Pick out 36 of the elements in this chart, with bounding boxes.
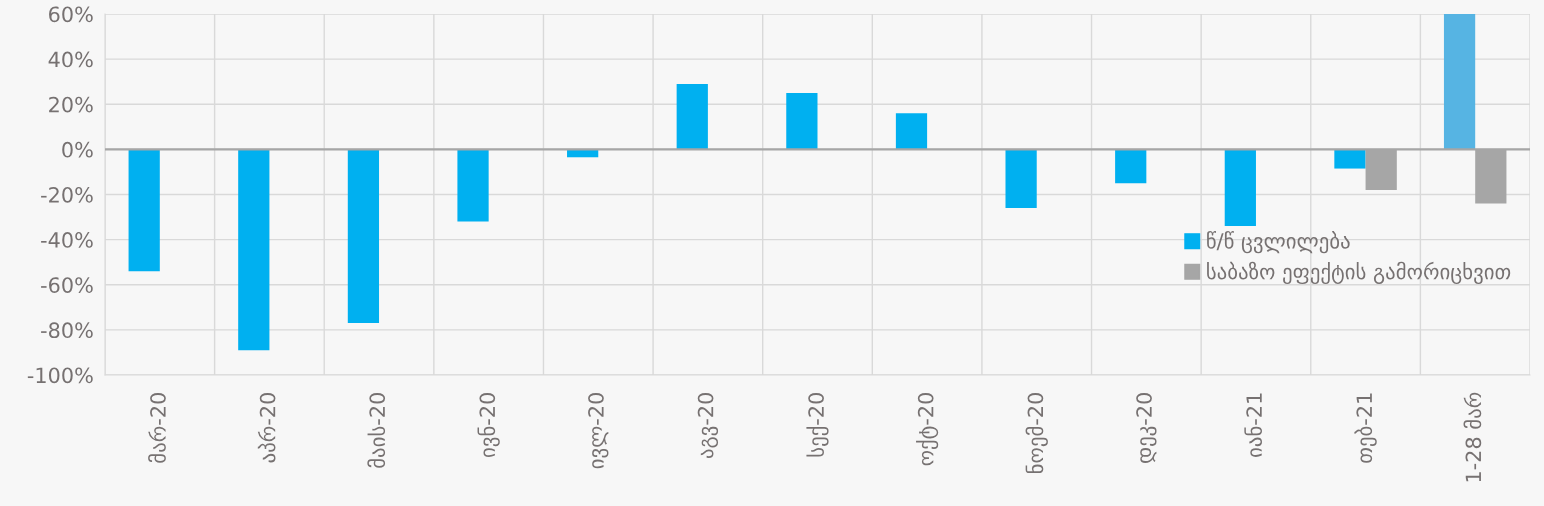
bar [1115,149,1147,184]
bar [1224,149,1256,227]
y-tick-label: -20% [41,186,93,203]
bar [1005,149,1037,209]
y-tick-label: 40% [48,51,93,68]
legend-label: საბაზო ეფექტის გამორიცხვით [1207,261,1511,285]
x-tick-label: ოქტ-20 [916,393,939,466]
x-tick-label: ივნ-20 [477,393,500,458]
x-tick-label: აგვ-20 [697,393,719,459]
legend-label: წ/წ ცვლილება [1207,230,1350,254]
x-tick-label: ნოემ-20 [1025,393,1048,474]
y-tick-label: -100% [27,367,93,384]
y-tick-label: -40% [41,232,93,248]
bar [895,113,928,150]
y-tick-label: -60% [41,277,93,293]
x-tick-label: ივლ-20 [588,393,609,469]
y-tick-label: 60% [49,6,93,23]
bar [786,92,818,150]
y-tick-label: 0% [62,141,93,158]
x-tick-label: დეკ-20 [1136,393,1157,463]
x-tick-label: მაის-20 [367,393,386,468]
y-tick-label: -80% [41,322,93,339]
x-tick-label: 1-28 მარ [1463,392,1482,482]
x-tick-label: იან-21 [1244,393,1263,457]
x-tick-label: აპრ-20 [257,393,276,463]
bar [128,149,160,272]
bar [347,149,380,324]
y-tick-label: 20% [49,96,93,113]
bar [1334,149,1366,169]
x-tick-label: სექ-20 [806,393,829,457]
bar [676,83,708,150]
bar [457,149,489,222]
x-tick-label: მარ-20 [148,393,166,463]
bar [238,149,270,351]
bar [1443,14,1476,150]
x-tick-label: თებ-21 [1354,393,1377,463]
